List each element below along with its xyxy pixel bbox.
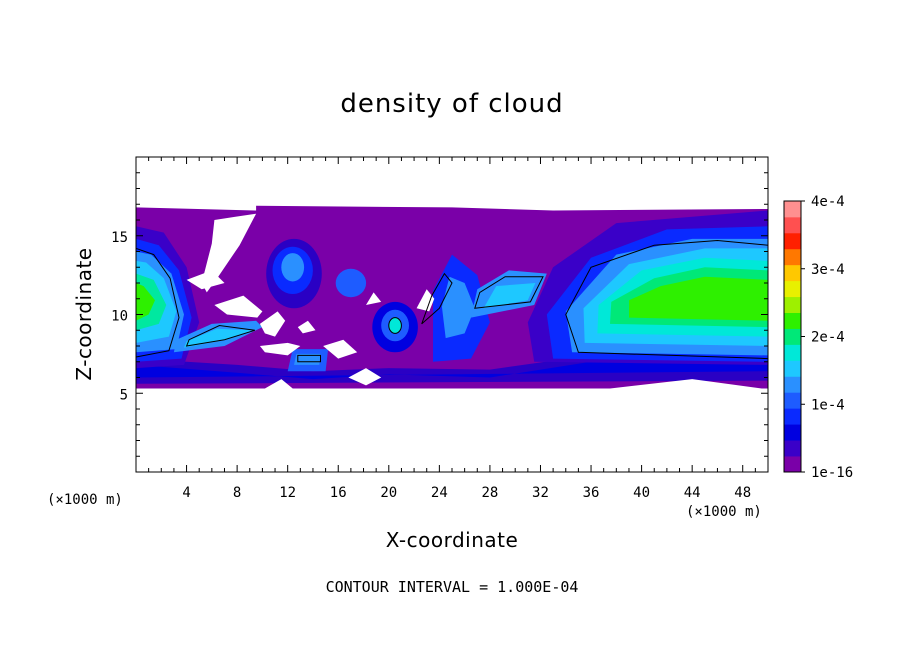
contour-interval-note: CONTOUR INTERVAL = 1.000E-04 xyxy=(326,578,579,596)
gap-left-mid xyxy=(214,295,263,318)
contour-lines xyxy=(136,239,768,363)
right-core-level-7 xyxy=(629,276,768,321)
colorbar-swatch xyxy=(784,216,801,234)
colorbar-swatch xyxy=(784,201,801,218)
x-tick-label: 12 xyxy=(279,485,296,501)
x-tick-label: 32 xyxy=(532,485,549,501)
x-axis-right-unit: (×1000 m) xyxy=(686,504,762,520)
y-tick-label: 15 xyxy=(111,230,128,246)
colorbar-swatch xyxy=(784,280,801,298)
y-tick-label: 10 xyxy=(111,309,128,325)
contour-24km xyxy=(421,272,453,325)
colorbar-swatch xyxy=(784,408,801,425)
gap-left-small xyxy=(186,270,225,290)
x-tick-label: 20 xyxy=(380,485,397,501)
gap-13km xyxy=(297,320,316,334)
colorbar-swatch xyxy=(784,296,801,313)
colorbar-tick-label: 2e-4 xyxy=(811,330,845,346)
y-axis-title: Z-coordinate xyxy=(72,247,96,380)
gap-23km xyxy=(416,289,435,312)
colorbar xyxy=(784,201,801,473)
x-tick-label: 28 xyxy=(481,485,498,501)
colorbar-swatch xyxy=(784,312,801,329)
colorbar-swatch xyxy=(784,392,801,409)
contour-right-core xyxy=(565,239,768,360)
cell-12km-core xyxy=(281,253,305,282)
gap-upper-left xyxy=(201,213,257,293)
gap-bottom-11km xyxy=(264,379,293,389)
x-tick-label: 36 xyxy=(583,485,600,501)
colorbar-swatch xyxy=(784,456,801,473)
field-level-bands xyxy=(136,210,768,384)
y-axis-ticks: 5 10 15 xyxy=(111,172,768,457)
band-8km-core xyxy=(184,328,253,348)
x-tick-label: 44 xyxy=(684,485,701,501)
x-tick-label: 40 xyxy=(633,485,650,501)
x-axis-ticks: 4 8 12 16 20 24 28 32 36 40 44 48 xyxy=(148,157,756,501)
colorbar-swatch xyxy=(784,440,801,457)
colorbar-swatch xyxy=(784,360,801,377)
contour-left-core xyxy=(136,247,180,358)
cloud-density-field xyxy=(136,205,768,389)
contour-band-8km xyxy=(185,324,255,347)
colorbar-tick-label: 4e-4 xyxy=(811,194,845,210)
colorbar-tick-label: 1e-4 xyxy=(811,397,845,413)
colorbar-swatch xyxy=(784,232,801,250)
gap-low-10km xyxy=(259,342,301,356)
x-axis-title: X-coordinate xyxy=(386,528,519,552)
colorbar-tick-label: 1e-16 xyxy=(811,465,853,481)
contour-30km xyxy=(474,276,544,309)
x-tick-label: 24 xyxy=(431,485,448,501)
colorbar-swatch xyxy=(784,248,801,266)
cell-20km-core xyxy=(388,317,402,334)
gap-16km xyxy=(323,339,358,359)
colorbar-tick-label: 3e-4 xyxy=(811,262,845,278)
y-tick-label: 5 xyxy=(120,387,128,403)
cell-30km-core xyxy=(483,283,536,309)
cell-25km-core xyxy=(441,276,475,339)
x-tick-label: 4 xyxy=(182,485,190,501)
colorbar-swatch xyxy=(784,344,801,361)
chart-title: density of cloud xyxy=(340,89,563,119)
field-clear-air-gaps xyxy=(186,213,762,389)
contour-20km xyxy=(388,317,402,334)
gap-19km xyxy=(366,292,382,305)
colorbar-swatch xyxy=(784,424,801,441)
cell-17km xyxy=(335,268,367,298)
colorbar-labels: 1e-16 1e-4 2e-4 3e-4 4e-4 xyxy=(801,194,853,481)
colorbar-swatch xyxy=(784,328,801,345)
x-axis-left-unit: (×1000 m) xyxy=(47,492,123,508)
colorbar-swatch xyxy=(784,376,801,393)
gap-10km xyxy=(259,311,286,337)
x-tick-label: 48 xyxy=(734,485,751,501)
colorbar-swatch xyxy=(784,264,801,282)
gap-bottom-18km xyxy=(348,368,382,386)
left-core-level-6 xyxy=(136,283,155,321)
gap-bottom-right xyxy=(610,379,762,389)
x-tick-label: 16 xyxy=(330,485,347,501)
x-tick-label: 8 xyxy=(233,485,241,501)
contour-13km-low xyxy=(297,354,321,363)
